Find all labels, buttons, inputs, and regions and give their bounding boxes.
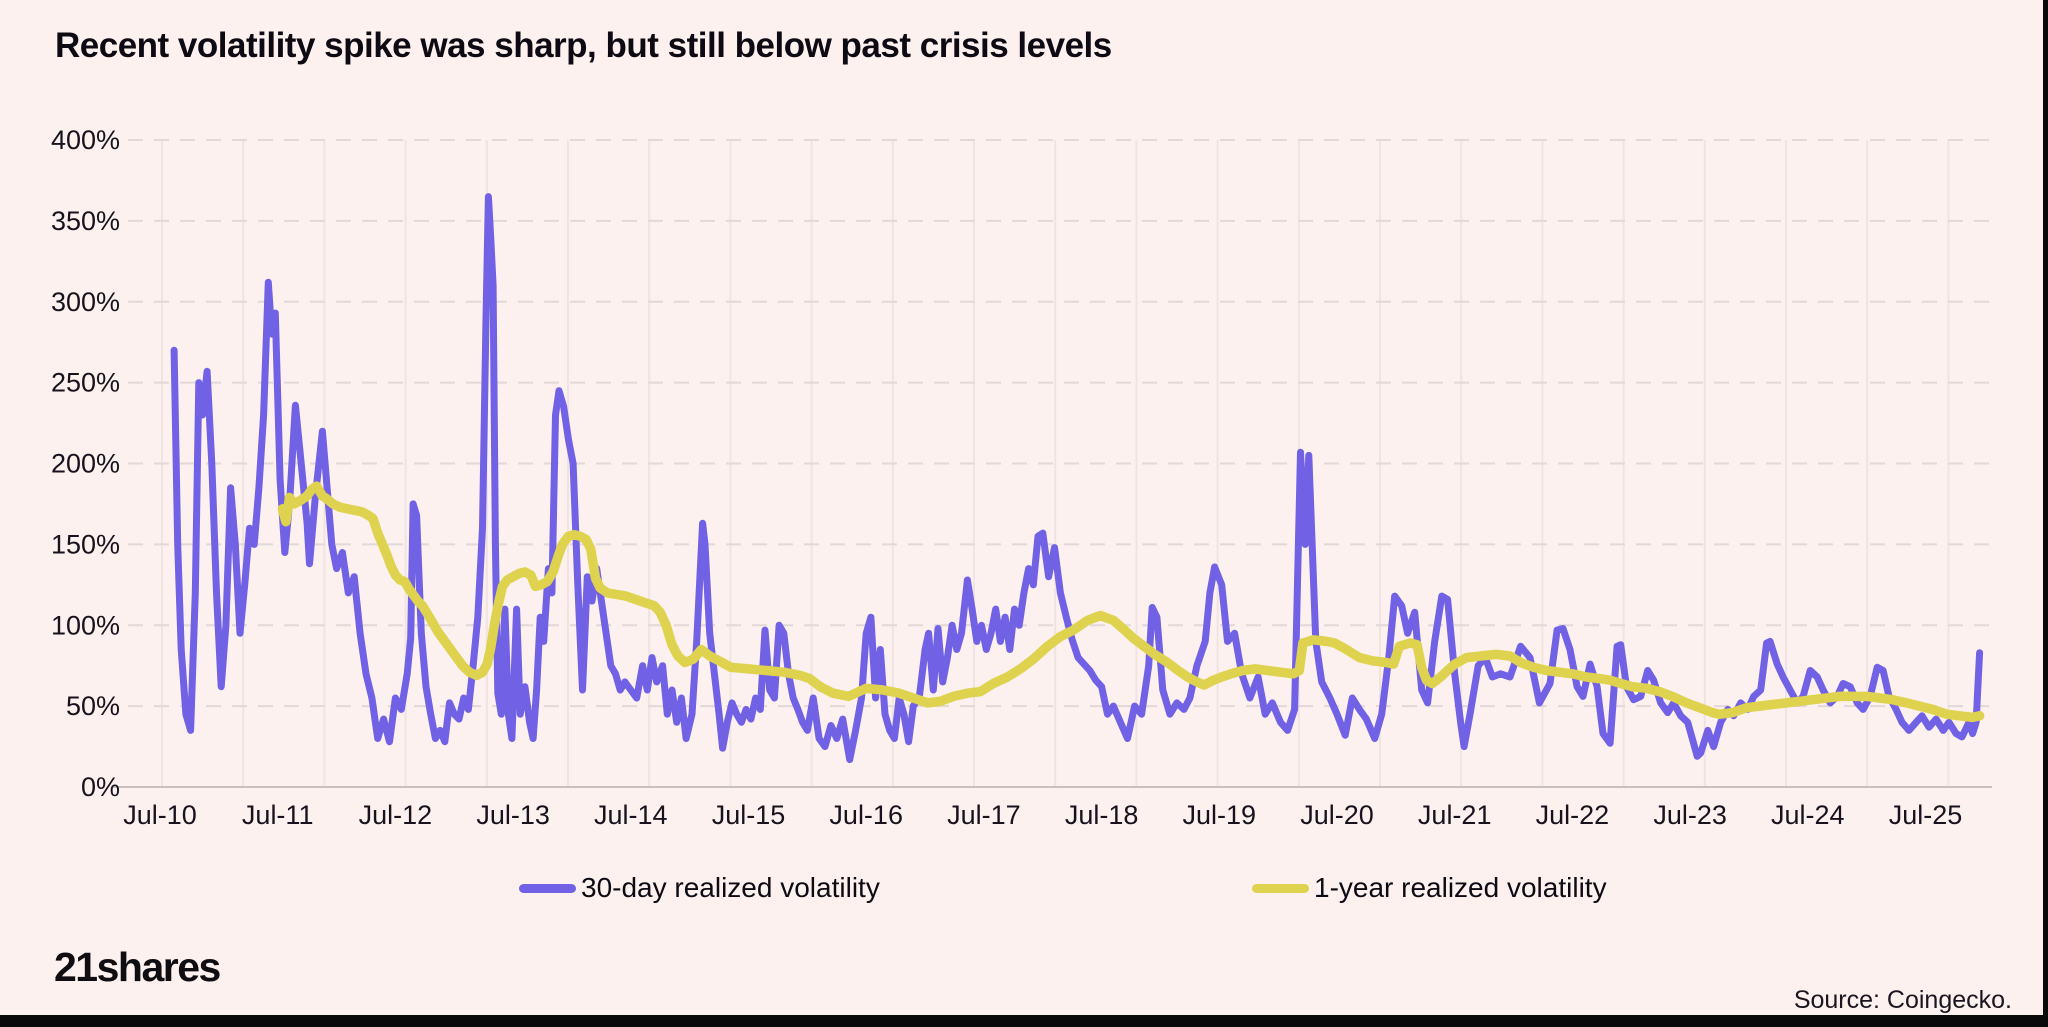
y-axis-tick-label: 50% — [66, 691, 120, 721]
legend: 30-day realized volatility 1-year realiz… — [0, 868, 2048, 908]
window-edge-bottom — [0, 1015, 2048, 1027]
y-axis-tick-label: 100% — [51, 610, 120, 640]
legend-label-1year: 1-year realized volatility — [1314, 872, 1607, 903]
x-axis-tick-label: Jul-20 — [1300, 800, 1374, 830]
y-axis-tick-label: 400% — [51, 125, 120, 155]
30day-series-swatch-icon — [519, 883, 576, 893]
y-axis-tick-label: 250% — [51, 368, 120, 398]
y-axis-tick-label: 150% — [51, 529, 120, 559]
window-edge-right — [2043, 0, 2048, 1027]
21shares-logo: 21shares — [54, 944, 221, 990]
x-axis-tick-label: Jul-25 — [1889, 800, 1963, 830]
y-axis-tick-label: 300% — [51, 287, 120, 317]
x-axis-tick-label: Jul-13 — [476, 800, 550, 830]
x-axis-tick-label: Jul-24 — [1771, 800, 1845, 830]
x-axis-tick-label: Jul-14 — [594, 800, 668, 830]
legend-item-30day-volatility: 30-day realized volatility — [519, 868, 880, 908]
30-day-realized-volatility-line — [170, 193, 1984, 763]
1year-series-swatch-icon — [1252, 883, 1309, 893]
page-title: Recent volatility spike was sharp, but s… — [55, 26, 1112, 65]
y-axis-tick-label: 350% — [51, 206, 120, 236]
x-axis-tick-label: Jul-23 — [1653, 800, 1727, 830]
x-axis-tick-label: Jul-15 — [712, 800, 786, 830]
x-axis-tick-label: Jul-12 — [359, 800, 433, 830]
1-year-realized-volatility-line — [277, 481, 1985, 723]
x-axis-tick-label: Jul-18 — [1065, 800, 1139, 830]
x-axis-tick-label: Jul-10 — [123, 800, 197, 830]
x-axis-tick-label: Jul-16 — [829, 800, 903, 830]
legend-label-30day: 30-day realized volatility — [581, 872, 880, 903]
source-attribution: Source: Coingecko. — [1793, 986, 2012, 1014]
x-axis-tick-label: Jul-22 — [1536, 800, 1610, 830]
y-axis-tick-label: 200% — [51, 449, 120, 479]
x-axis-tick-label: Jul-21 — [1418, 800, 1492, 830]
y-axis-tick-label: 0% — [81, 772, 120, 802]
x-axis-tick-label: Jul-19 — [1183, 800, 1257, 830]
x-axis-tick-label: Jul-11 — [242, 800, 314, 830]
x-axis-tick-label: Jul-17 — [947, 800, 1021, 830]
legend-item-1year-volatility: 1-year realized volatility — [1252, 868, 1607, 908]
